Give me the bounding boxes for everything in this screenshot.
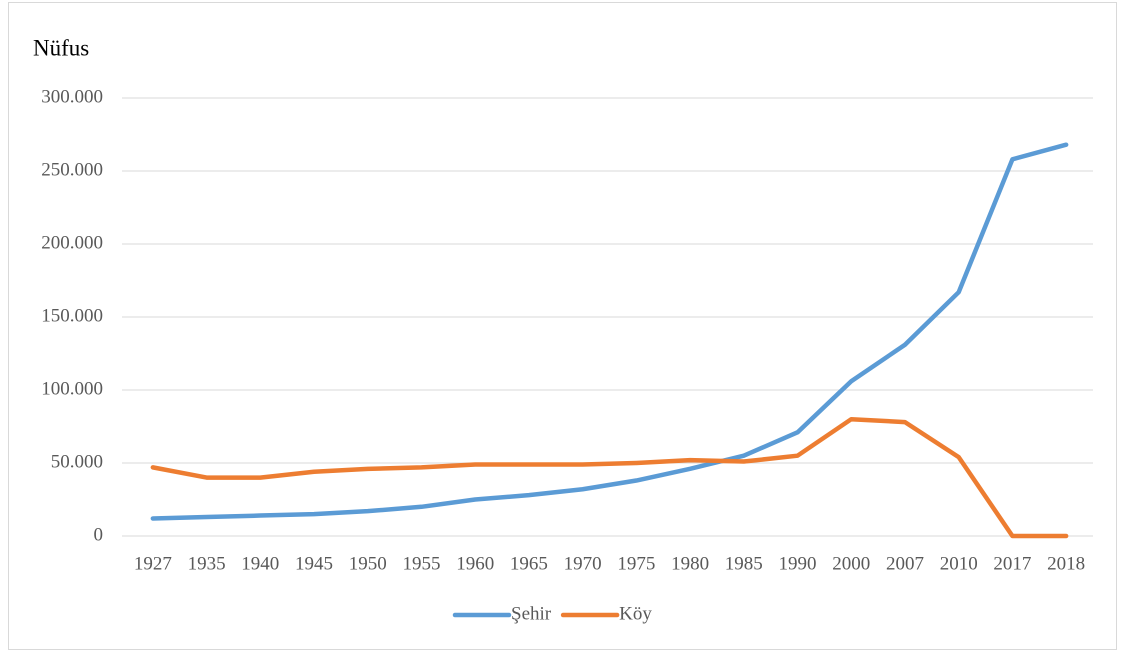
y-tick-label: 100.000 — [41, 378, 103, 399]
y-tick-label: 200.000 — [41, 232, 103, 253]
x-tick-label: 1985 — [725, 553, 763, 574]
y-tick-label: 300.000 — [41, 86, 103, 107]
x-tick-label: 1955 — [402, 553, 440, 574]
x-tick-label: 1990 — [779, 553, 817, 574]
x-tick-label: 1950 — [349, 553, 387, 574]
x-tick-label: 1965 — [510, 553, 548, 574]
y-tick-label: 150.000 — [41, 305, 103, 326]
chart-title: Nüfus — [33, 35, 89, 60]
x-tick-label: 1945 — [295, 553, 333, 574]
x-tick-label: 1970 — [564, 553, 602, 574]
x-tick-label: 2010 — [940, 553, 978, 574]
x-tick-label: 2017 — [993, 553, 1031, 574]
y-tick-label: 0 — [94, 524, 104, 545]
x-tick-label: 1935 — [188, 553, 226, 574]
chart-frame — [8, 2, 1117, 650]
x-tick-label: 2007 — [886, 553, 924, 574]
x-tick-label: 1927 — [134, 553, 172, 574]
x-tick-label: 1960 — [456, 553, 494, 574]
x-tick-label: 2000 — [832, 553, 870, 574]
legend-label: Köy — [619, 603, 652, 624]
y-tick-label: 250.000 — [41, 159, 103, 180]
series-line — [150, 142, 1069, 521]
series-line — [150, 416, 1069, 539]
x-tick-label: 2018 — [1047, 553, 1085, 574]
legend-label: Şehir — [511, 603, 552, 624]
x-tick-label: 1975 — [617, 553, 655, 574]
y-tick-label: 50.000 — [51, 451, 103, 472]
x-tick-label: 1980 — [671, 553, 709, 574]
x-tick-label: 1940 — [241, 553, 279, 574]
